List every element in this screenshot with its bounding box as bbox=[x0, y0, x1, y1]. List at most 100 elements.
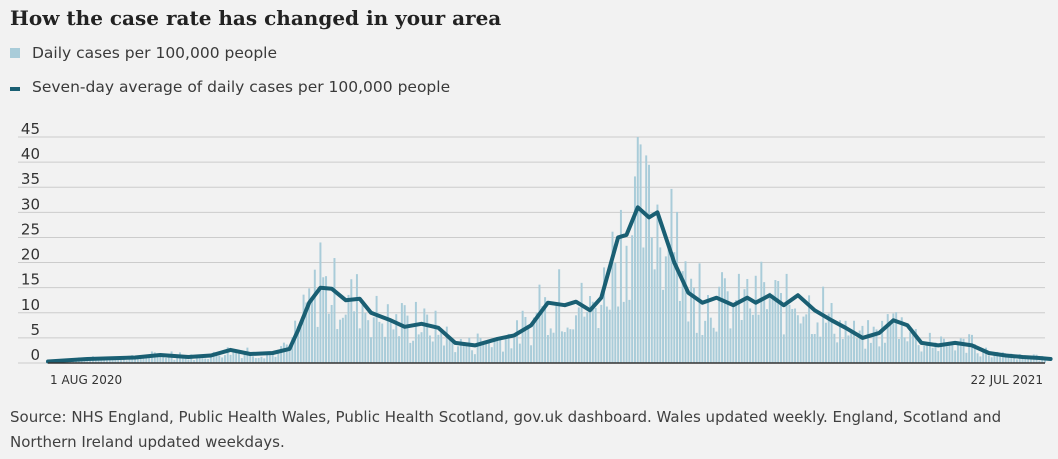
daily-bar bbox=[881, 320, 884, 363]
daily-bar bbox=[280, 346, 283, 363]
daily-bar bbox=[723, 278, 726, 363]
daily-bar bbox=[204, 358, 207, 363]
daily-bar bbox=[749, 308, 752, 363]
daily-bar bbox=[398, 336, 401, 363]
daily-bar bbox=[94, 359, 97, 363]
daily-bar bbox=[232, 349, 235, 363]
daily-bar bbox=[709, 317, 712, 363]
daily-bar bbox=[1038, 360, 1041, 363]
daily-bar bbox=[684, 261, 687, 363]
daily-bar bbox=[235, 352, 238, 363]
daily-bar bbox=[527, 325, 530, 363]
daily-bar bbox=[386, 304, 389, 363]
daily-bar bbox=[968, 334, 971, 363]
daily-bar bbox=[976, 353, 979, 363]
daily-bar bbox=[105, 360, 108, 363]
daily-bar bbox=[906, 341, 909, 363]
daily-bar bbox=[726, 291, 729, 363]
daily-bar bbox=[103, 359, 106, 363]
y-tick-label: 35 bbox=[21, 170, 40, 188]
daily-bar bbox=[341, 317, 344, 363]
daily-bar bbox=[187, 359, 190, 363]
daily-bar bbox=[299, 326, 302, 363]
daily-bar bbox=[746, 278, 749, 363]
x-tick-label-start: 1 AUG 2020 bbox=[50, 373, 122, 387]
daily-bar bbox=[541, 306, 544, 363]
daily-bar bbox=[167, 354, 170, 363]
daily-bar bbox=[319, 242, 322, 363]
daily-bar bbox=[336, 329, 339, 363]
daily-bar bbox=[271, 352, 274, 363]
daily-bar bbox=[1029, 357, 1032, 363]
daily-bar bbox=[479, 337, 482, 363]
y-tick-label: 25 bbox=[21, 220, 40, 238]
daily-bar bbox=[648, 164, 650, 363]
daily-bar bbox=[372, 317, 375, 363]
daily-bar bbox=[501, 351, 504, 363]
daily-bar bbox=[878, 346, 881, 363]
daily-bar bbox=[681, 271, 684, 363]
daily-bar bbox=[597, 328, 600, 363]
daily-bar bbox=[1024, 356, 1027, 363]
daily-bar bbox=[294, 320, 297, 363]
daily-bar bbox=[619, 209, 622, 363]
daily-bar bbox=[530, 345, 533, 363]
daily-bar bbox=[465, 345, 468, 363]
daily-bar bbox=[316, 326, 319, 363]
daily-bar bbox=[990, 357, 993, 363]
daily-bar bbox=[111, 358, 114, 363]
daily-bar bbox=[861, 325, 864, 363]
daily-bar bbox=[159, 354, 162, 363]
daily-bar bbox=[757, 314, 760, 363]
legend-average: Seven-day average of daily cases per 100… bbox=[10, 78, 450, 96]
daily-bar bbox=[931, 347, 934, 363]
daily-bar bbox=[1001, 352, 1004, 363]
daily-bar bbox=[850, 329, 853, 363]
grid-lines bbox=[18, 136, 1045, 364]
daily-bar bbox=[1021, 355, 1024, 363]
daily-bar bbox=[895, 312, 898, 363]
daily-bar bbox=[603, 267, 606, 363]
daily-bar bbox=[867, 320, 870, 363]
seven-day-average-line bbox=[46, 205, 1053, 364]
daily-bar bbox=[760, 261, 763, 363]
daily-bar bbox=[575, 315, 577, 363]
legend-average-label: Seven-day average of daily cases per 100… bbox=[32, 78, 451, 96]
daily-bar bbox=[555, 305, 558, 363]
legend-daily: Daily cases per 100,000 people bbox=[10, 44, 277, 62]
daily-bar bbox=[392, 329, 395, 363]
daily-bar bbox=[999, 353, 1002, 363]
daily-bar bbox=[164, 357, 167, 363]
daily-bar bbox=[443, 345, 445, 363]
daily-bar bbox=[735, 300, 738, 363]
daily-bar bbox=[799, 323, 802, 363]
daily-bar bbox=[207, 359, 210, 363]
daily-bar bbox=[900, 317, 903, 363]
y-tick-label: 0 bbox=[30, 346, 40, 364]
daily-bar bbox=[201, 358, 204, 363]
daily-bar bbox=[667, 246, 670, 363]
daily-bar bbox=[670, 188, 673, 363]
daily-bar bbox=[496, 337, 499, 363]
daily-bar bbox=[633, 176, 636, 363]
daily-bar bbox=[125, 360, 128, 363]
daily-bar bbox=[945, 346, 948, 363]
daily-bar bbox=[771, 294, 774, 363]
daily-bar bbox=[153, 352, 156, 363]
daily-bar bbox=[384, 336, 386, 363]
daily-bar bbox=[903, 337, 906, 363]
daily-bar bbox=[782, 334, 785, 363]
y-tick-label: 5 bbox=[30, 321, 40, 339]
daily-bar bbox=[973, 344, 976, 363]
daily-bar bbox=[796, 315, 799, 363]
daily-bar bbox=[791, 308, 794, 363]
daily-bar bbox=[459, 338, 462, 363]
daily-bar bbox=[566, 327, 569, 363]
daily-bar bbox=[611, 231, 614, 363]
daily-bar bbox=[403, 305, 406, 363]
daily-bar bbox=[296, 326, 299, 363]
daily-bar bbox=[417, 334, 420, 363]
daily-bar bbox=[636, 137, 639, 363]
daily-bar bbox=[737, 273, 740, 363]
daily-bar bbox=[813, 334, 816, 363]
